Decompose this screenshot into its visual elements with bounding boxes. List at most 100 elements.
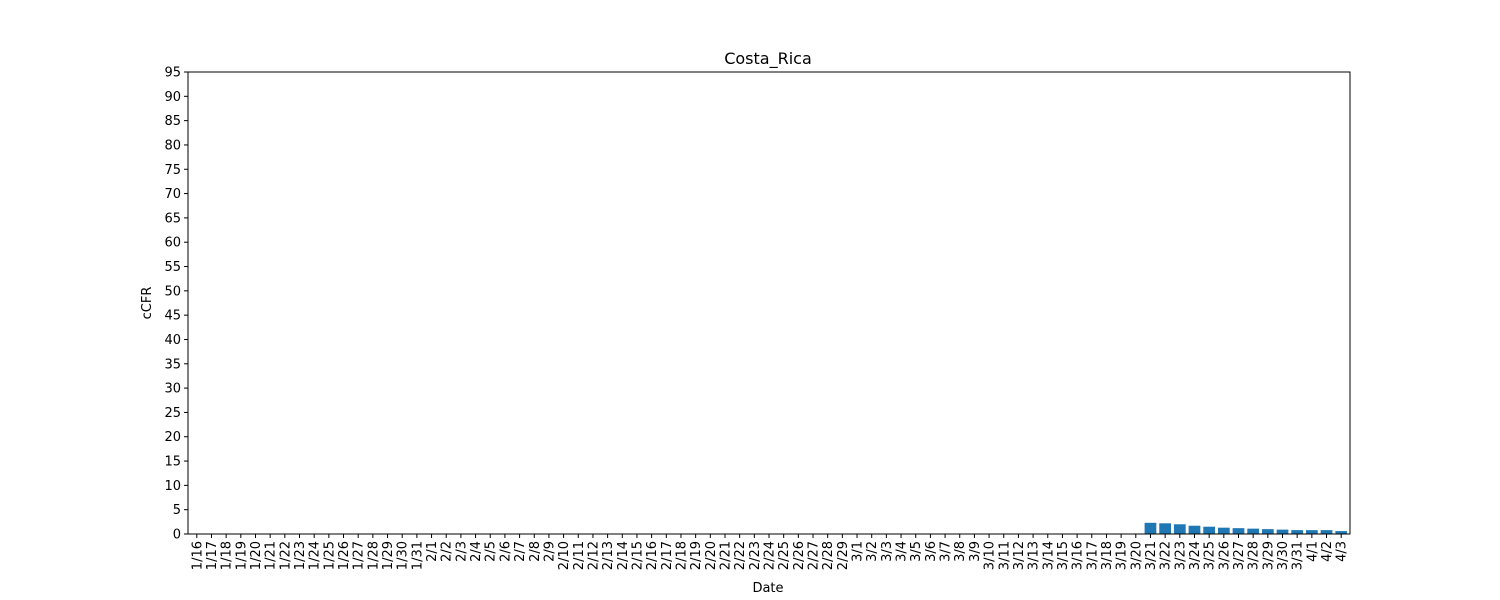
y-tick-label: 65 <box>164 211 181 226</box>
bar-4/2 <box>1320 530 1333 534</box>
x-tick-label: 3/6 <box>924 541 939 562</box>
x-tick-label: 3/9 <box>968 541 983 562</box>
x-tick-label: 1/23 <box>293 541 308 570</box>
y-tick-label: 20 <box>164 430 181 445</box>
x-tick-label: 2/2 <box>440 541 455 562</box>
x-tick-label: 2/18 <box>674 541 689 570</box>
x-tick-label: 2/25 <box>777 541 792 570</box>
x-tick-label: 1/19 <box>234 541 249 570</box>
x-tick-label: 2/15 <box>630 541 645 570</box>
x-tick-label: 3/2 <box>865 541 880 562</box>
x-tick-label: 2/27 <box>807 541 822 570</box>
x-tick-label: 2/6 <box>498 541 513 562</box>
y-tick-label: 55 <box>164 260 181 275</box>
x-tick-label: 1/26 <box>337 541 352 570</box>
x-tick-label: 2/10 <box>557 541 572 570</box>
x-tick-label: 2/16 <box>645 541 660 570</box>
x-tick-label: 3/13 <box>1027 541 1042 570</box>
x-tick-label: 3/20 <box>1129 541 1144 570</box>
x-tick-label: 3/8 <box>953 541 968 562</box>
x-tick-label: 1/29 <box>381 541 396 570</box>
x-tick-label: 1/16 <box>190 541 205 570</box>
x-tick-label: 3/1 <box>851 541 866 562</box>
y-tick-label: 35 <box>164 357 181 372</box>
x-axis-label: Date <box>752 581 783 596</box>
x-axis: 1/16 1/17 1/18 1/19 1/20 1/21 1/22 1/23 1/24 1/25… <box>190 534 1350 570</box>
bar-3/23 <box>1173 524 1186 534</box>
x-tick-label: 1/28 <box>366 541 381 570</box>
x-tick-label: 2/26 <box>792 541 807 570</box>
x-tick-label: 3/7 <box>939 541 954 562</box>
x-tick-label: 2/11 <box>572 541 587 570</box>
y-tick-label: 50 <box>164 284 181 299</box>
x-tick-label: 2/5 <box>484 541 499 562</box>
x-tick-label: 3/29 <box>1261 541 1276 570</box>
x-tick-label: 3/4 <box>895 541 910 562</box>
x-tick-label: 2/13 <box>601 541 616 570</box>
x-tick-label: 3/31 <box>1291 541 1306 570</box>
x-tick-label: 1/17 <box>205 541 220 570</box>
bar-3/29 <box>1261 529 1274 534</box>
x-tick-label: 3/25 <box>1203 541 1218 570</box>
bar-3/30 <box>1276 529 1289 534</box>
bar-3/31 <box>1291 530 1304 534</box>
bar-3/27 <box>1232 528 1245 534</box>
chart-title: Costa_Rica <box>724 49 812 69</box>
x-tick-label: 1/30 <box>396 541 411 570</box>
y-tick-label: 80 <box>164 138 181 153</box>
x-tick-label: 3/10 <box>983 541 998 570</box>
x-tick-label: 2/8 <box>528 541 543 562</box>
y-tick-label: 85 <box>164 114 181 129</box>
bar-3/24 <box>1188 525 1201 534</box>
x-tick-label: 2/14 <box>616 541 631 570</box>
x-tick-label: 2/17 <box>660 541 675 570</box>
x-tick-label: 3/19 <box>1115 541 1130 570</box>
x-tick-label: 3/23 <box>1173 541 1188 570</box>
x-tick-label: 1/20 <box>249 541 264 570</box>
bar-3/21 <box>1144 522 1157 534</box>
y-tick-label: 25 <box>164 406 181 421</box>
x-tick-label: 2/28 <box>821 541 836 570</box>
x-tick-label: 3/3 <box>880 541 895 562</box>
x-tick-label: 3/5 <box>909 541 924 562</box>
y-axis: 0 5 10 15 20 25 30 35 40 45 50 55 60 65 70 75 80 85 90 95 <box>164 66 188 543</box>
x-tick-label: 2/23 <box>748 541 763 570</box>
x-tick-label: 1/18 <box>220 541 235 570</box>
x-tick-label: 4/3 <box>1335 541 1350 562</box>
x-tick-label: 1/24 <box>308 541 323 570</box>
x-tick-label: 3/18 <box>1100 541 1115 570</box>
x-tick-label: 3/26 <box>1217 541 1232 570</box>
x-tick-label: 2/19 <box>689 541 704 570</box>
x-tick-label: 2/3 <box>454 541 469 562</box>
y-tick-label: 75 <box>164 163 181 178</box>
y-tick-label: 70 <box>164 187 181 202</box>
x-tick-label: 4/2 <box>1320 541 1335 562</box>
x-tick-label: 2/22 <box>733 541 748 570</box>
bar-4/3 <box>1335 531 1348 534</box>
x-tick-label: 3/24 <box>1188 541 1203 570</box>
bar-4/1 <box>1305 530 1318 534</box>
x-tick-label: 2/12 <box>586 541 601 570</box>
bar-3/28 <box>1247 528 1260 534</box>
x-tick-label: 3/17 <box>1085 541 1100 570</box>
x-tick-label: 3/11 <box>997 541 1012 570</box>
x-tick-label: 2/1 <box>425 541 440 562</box>
y-axis-label: cCFR <box>140 287 155 320</box>
y-tick-label: 45 <box>164 309 181 324</box>
x-tick-label: 2/7 <box>513 541 528 562</box>
x-tick-label: 3/22 <box>1159 541 1174 570</box>
x-tick-label: 3/14 <box>1041 541 1056 570</box>
y-tick-label: 40 <box>164 333 181 348</box>
y-tick-label: 5 <box>173 503 181 518</box>
y-tick-label: 15 <box>164 455 181 470</box>
x-tick-label: 2/21 <box>718 541 733 570</box>
y-tick-label: 95 <box>164 66 181 81</box>
bar-3/22 <box>1159 523 1172 534</box>
x-tick-label: 2/29 <box>836 541 851 570</box>
x-tick-label: 3/27 <box>1232 541 1247 570</box>
x-tick-label: 3/12 <box>1012 541 1027 570</box>
y-tick-label: 60 <box>164 236 181 251</box>
x-tick-label: 2/4 <box>469 541 484 562</box>
y-tick-label: 90 <box>164 90 181 105</box>
